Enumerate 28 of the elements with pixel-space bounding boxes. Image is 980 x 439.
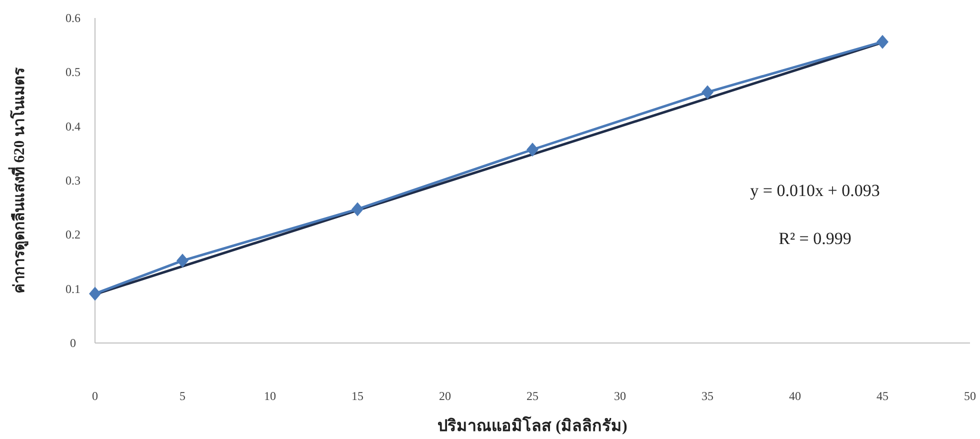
y-tick-label: 0.3 [66,174,80,188]
point [352,202,364,216]
point [176,254,188,268]
y-tick-label: 0.5 [66,65,80,80]
annotation: R² = 0.999 [778,229,852,248]
x-tick-label: 0 [92,389,98,403]
y-tick-label: 0.2 [66,228,80,242]
x-tick-label: 20 [439,389,451,403]
x-tick-label: 10 [264,389,276,403]
y-axis-title: ค่าการดูดกลืนแสงที่ 620 นาโนเมตร [8,66,29,294]
x-tick-label: 30 [614,389,626,403]
x-tick-label: 50 [964,389,976,403]
x-axis-title: ปริมาณแอมิโลส (มิลลิกรัม) [438,415,628,435]
y-tick-label: 0.4 [66,119,80,134]
point [89,286,101,301]
x-tick-label: 35 [702,389,714,403]
point [526,142,538,157]
x-tick-label: 5 [180,389,186,403]
y-tick-label: 0.1 [66,282,80,296]
point [876,34,888,49]
y-tick-label: 0.6 [66,11,80,25]
x-tick-label: 15 [352,389,364,403]
point [702,85,714,100]
x-tick-label: 45 [876,389,888,403]
annotation: y = 0.010x + 0.093 [750,181,880,200]
y-tick-label: 0 [70,336,76,350]
x-tick-label: 40 [789,389,801,403]
x-tick-label: 25 [526,389,538,403]
